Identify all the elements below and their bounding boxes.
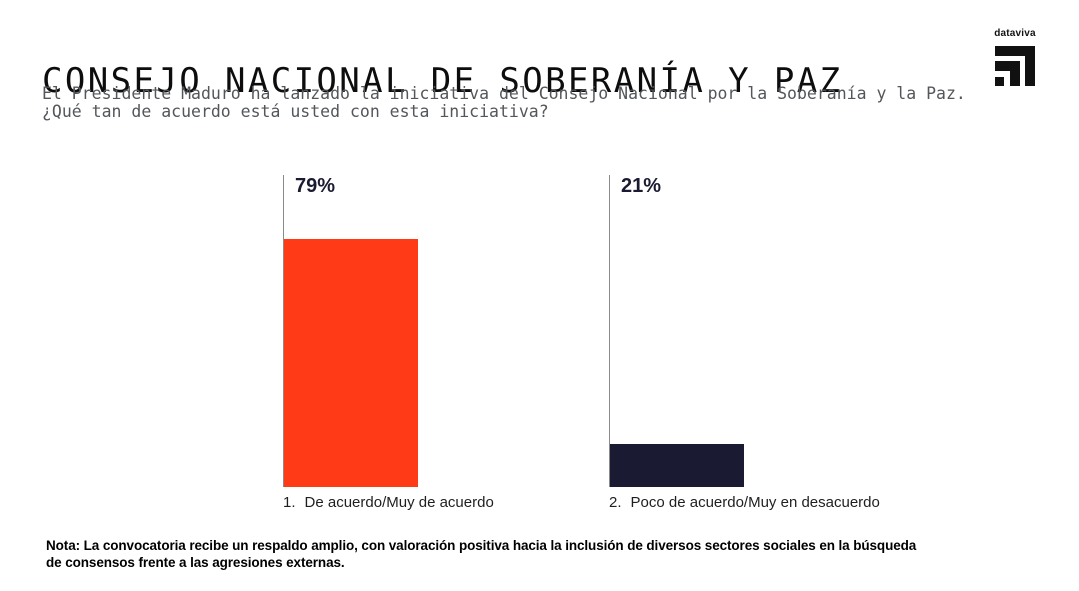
category-index: 2. xyxy=(609,494,622,511)
subtitle-line-1: El Presidente Maduro ha lanzado la inici… xyxy=(42,84,966,103)
value-label: 21% xyxy=(621,175,662,197)
chart-subtitle: El Presidente Maduro ha lanzado la inici… xyxy=(42,85,966,120)
dataviva-logo-icon xyxy=(995,46,1035,86)
y-axis-line xyxy=(609,175,610,487)
bar xyxy=(610,444,744,487)
category-label: 2. Poco de acuerdo/Muy en desacuerdo xyxy=(609,494,880,511)
subtitle-line-2: ¿Qué tan de acuerdo está usted con esta … xyxy=(42,101,549,121)
bar-panel-disagree: 21% 2. Poco de acuerdo/Muy en desacuerdo xyxy=(609,175,909,511)
category-index: 1. xyxy=(283,494,296,511)
bar xyxy=(284,239,418,487)
value-label: 79% xyxy=(295,175,336,197)
category-label: 1. De acuerdo/Muy de acuerdo xyxy=(283,494,494,511)
dataviva-logo: dataviva xyxy=(991,28,1039,86)
bar-panel-agree: 79% 1. De acuerdo/Muy de acuerdo xyxy=(283,175,583,511)
page-title: CONSEJO NACIONAL DE SOBERANÍA Y PAZ xyxy=(42,60,843,101)
category-text: Poco de acuerdo/Muy en desacuerdo xyxy=(630,494,880,511)
note-text: Nota: La convocatoria recibe un respaldo… xyxy=(46,538,917,570)
category-text: De acuerdo/Muy de acuerdo xyxy=(304,494,494,511)
y-axis-line xyxy=(283,175,284,487)
logo-text: dataviva xyxy=(994,28,1036,39)
